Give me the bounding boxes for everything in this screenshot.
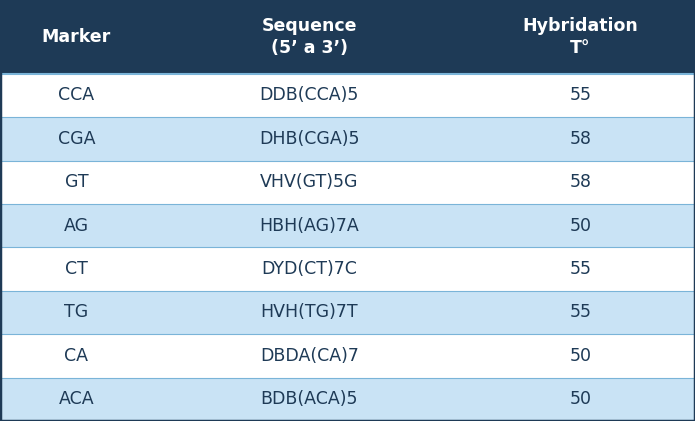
Text: VHV(GT)5G: VHV(GT)5G (260, 173, 359, 191)
Bar (0, 378, 695, 421)
Text: 55: 55 (569, 304, 591, 322)
Text: GT: GT (65, 173, 88, 191)
Bar (0, 248, 695, 291)
Bar (0, 74, 695, 117)
Text: 58: 58 (569, 173, 591, 191)
Bar (0, 117, 695, 160)
Text: DYD(CT)7C: DYD(CT)7C (261, 260, 357, 278)
Bar (0, 0, 695, 74)
Text: 55: 55 (569, 260, 591, 278)
Bar (0, 204, 695, 248)
Text: Sequence
(5’ a 3’): Sequence (5’ a 3’) (261, 17, 357, 57)
Text: Marker: Marker (42, 28, 111, 46)
Text: DHB(CGA)5: DHB(CGA)5 (259, 130, 359, 148)
Text: HBH(AG)7A: HBH(AG)7A (259, 217, 359, 234)
Bar (0, 160, 695, 204)
Text: 55: 55 (569, 86, 591, 104)
Bar (0, 291, 695, 334)
Text: CT: CT (65, 260, 88, 278)
Text: 50: 50 (569, 347, 591, 365)
Text: DDB(CCA)5: DDB(CCA)5 (260, 86, 359, 104)
Text: DBDA(CA)7: DBDA(CA)7 (260, 347, 359, 365)
Text: ACA: ACA (58, 390, 95, 408)
Text: HVH(TG)7T: HVH(TG)7T (261, 304, 358, 322)
Text: 50: 50 (569, 390, 591, 408)
Text: Hybridation
T°: Hybridation T° (523, 17, 638, 57)
Text: CA: CA (65, 347, 88, 365)
Text: CGA: CGA (58, 130, 95, 148)
Text: 58: 58 (569, 130, 591, 148)
Text: TG: TG (65, 304, 88, 322)
Text: BDB(ACA)5: BDB(ACA)5 (261, 390, 358, 408)
Text: 50: 50 (569, 217, 591, 234)
Text: AG: AG (64, 217, 89, 234)
Text: CCA: CCA (58, 86, 95, 104)
Bar (0, 334, 695, 378)
